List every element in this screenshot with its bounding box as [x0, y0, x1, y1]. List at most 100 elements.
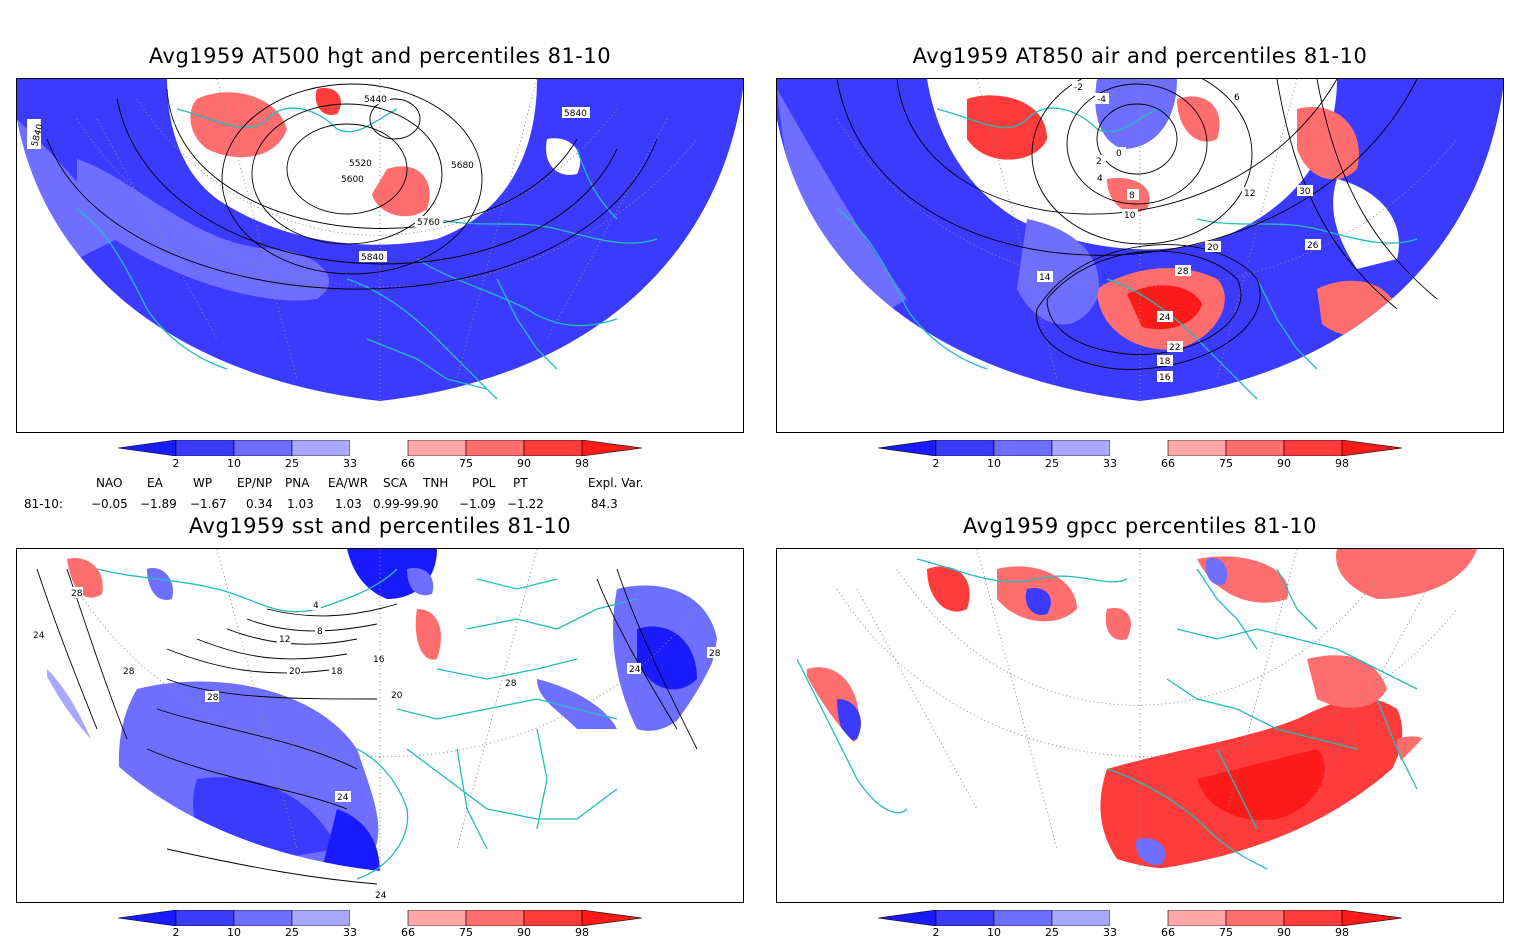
colorbar-tick: 10 [987, 457, 1001, 470]
colorbar-tick: 98 [1335, 926, 1349, 939]
svg-text:24: 24 [375, 891, 387, 901]
svg-text:18: 18 [1159, 357, 1171, 367]
svg-text:24: 24 [337, 793, 349, 803]
index-row-label: 81-10: [24, 497, 63, 511]
map-panel-hgt500: 5440 5520 5600 5680 5760 5840 5840 5840 [16, 78, 744, 433]
index-value: −0.05 [91, 497, 128, 511]
map-sst: 28 24 28 28 20 18 16 12 8 4 24 28 28 24 … [17, 549, 743, 901]
index-value: 84.3 [591, 497, 618, 511]
svg-text:5440: 5440 [364, 95, 387, 105]
svg-text:4: 4 [313, 601, 319, 611]
index-header: PNA [285, 476, 310, 490]
index-header: EA [147, 476, 163, 490]
index-header: POL [472, 476, 496, 490]
colorbar-tick: 10 [987, 926, 1001, 939]
svg-text:22: 22 [1169, 343, 1180, 353]
colorbar-tick: 90 [517, 926, 531, 939]
colorbar-tick: 75 [1219, 926, 1233, 939]
svg-text:28: 28 [207, 693, 219, 703]
index-value: 1.03 [335, 497, 362, 511]
svg-text:5760: 5760 [417, 218, 440, 228]
contour-labels-air850: -2 -4 0 2 4 6 8 10 12 14 16 18 20 22 24 … [1037, 81, 1321, 383]
colorbar-gpcc [878, 910, 1403, 926]
svg-text:24: 24 [629, 665, 641, 675]
index-header: EP/NP [237, 476, 273, 490]
colorbar-tick: 66 [401, 926, 415, 939]
svg-text:5680: 5680 [451, 161, 474, 171]
colorbar-tick: 25 [285, 926, 299, 939]
svg-text:12: 12 [1244, 189, 1255, 199]
svg-text:12: 12 [279, 635, 290, 645]
svg-text:28: 28 [123, 667, 135, 677]
svg-text:4: 4 [1097, 174, 1103, 184]
panel-title-gpcc: Avg1959 gpcc percentiles 81-10 [962, 514, 1318, 538]
colorbar-tick: 10 [227, 457, 241, 470]
colorbar-tick: 2 [932, 926, 940, 939]
contour-labels-sst: 28 24 28 28 20 18 16 12 8 4 24 28 28 24 … [31, 587, 721, 901]
svg-text:28: 28 [1177, 267, 1189, 277]
map-gpcc [777, 549, 1503, 871]
colorbar-tick: 75 [459, 457, 473, 470]
svg-text:14: 14 [1039, 273, 1051, 283]
colorbar-tick: 33 [1103, 926, 1117, 939]
colorbar-tick: 98 [1335, 457, 1349, 470]
map-panel-sst: 28 24 28 28 20 18 16 12 8 4 24 28 28 24 … [16, 548, 744, 903]
svg-text:20: 20 [289, 667, 301, 677]
colorbar-tick: 90 [1277, 457, 1291, 470]
index-header: NAO [96, 476, 123, 490]
svg-text:2: 2 [1096, 157, 1102, 167]
colorbar-tick: 25 [1045, 926, 1059, 939]
svg-text:30: 30 [1299, 187, 1311, 197]
map-air850: -2 -4 0 2 4 6 8 10 12 14 16 18 20 22 24 … [777, 79, 1503, 401]
index-header: EA/WR [328, 476, 369, 490]
index-header: WP [193, 476, 213, 490]
svg-text:6: 6 [1234, 93, 1240, 103]
svg-text:16: 16 [373, 655, 385, 665]
svg-text:-4: -4 [1097, 95, 1106, 105]
panel-title-sst: Avg1959 sst and percentiles 81-10 [188, 514, 572, 538]
svg-text:16: 16 [1159, 373, 1171, 383]
colorbar-tick: 2 [172, 926, 180, 939]
colorbar-tick: 98 [575, 457, 589, 470]
svg-text:8: 8 [317, 627, 323, 637]
index-value: −1.67 [190, 497, 227, 511]
colorbar-tick: 2 [932, 457, 940, 470]
map-panel-gpcc [776, 548, 1504, 903]
svg-text:28: 28 [71, 589, 83, 599]
colorbar-tick: 25 [285, 457, 299, 470]
colorbar-tick: 75 [1219, 457, 1233, 470]
svg-text:26: 26 [1307, 241, 1319, 251]
colorbar-tick: 66 [401, 457, 415, 470]
svg-text:24: 24 [1159, 313, 1171, 323]
svg-text:5600: 5600 [341, 175, 364, 185]
svg-text:8: 8 [1129, 191, 1135, 201]
svg-text:0: 0 [1116, 149, 1122, 159]
index-header: Expl. Var. [588, 476, 644, 490]
colorbar-tick: 33 [1103, 457, 1117, 470]
colorbar-tick: 33 [343, 926, 357, 939]
index-header: SCA [383, 476, 408, 490]
colorbar-tick: 2 [172, 457, 180, 470]
svg-text:20: 20 [1207, 243, 1219, 253]
index-header: TNH [423, 476, 449, 490]
colorbar-tick: 90 [1277, 926, 1291, 939]
index-header: PT [513, 476, 528, 490]
index-value: 0.34 [246, 497, 273, 511]
colorbar-sst [118, 910, 643, 926]
index-value: 0.99-99.90 [373, 497, 439, 511]
map-panel-air850: -2 -4 0 2 4 6 8 10 12 14 16 18 20 22 24 … [776, 78, 1504, 433]
svg-text:5840: 5840 [361, 253, 384, 263]
colorbar-tick: 90 [517, 457, 531, 470]
svg-text:20: 20 [391, 691, 403, 701]
index-value: 1.03 [287, 497, 314, 511]
index-value: −1.22 [507, 497, 544, 511]
colorbar-air850 [878, 440, 1403, 456]
colorbar-tick: 25 [1045, 457, 1059, 470]
map-hgt500: 5440 5520 5600 5680 5760 5840 5840 5840 [17, 79, 743, 401]
colorbar-tick: 66 [1161, 926, 1175, 939]
svg-text:5840: 5840 [564, 109, 587, 119]
colorbar-tick: 33 [343, 457, 357, 470]
svg-text:28: 28 [709, 649, 721, 659]
colorbar-tick: 98 [575, 926, 589, 939]
svg-text:24: 24 [33, 631, 45, 641]
